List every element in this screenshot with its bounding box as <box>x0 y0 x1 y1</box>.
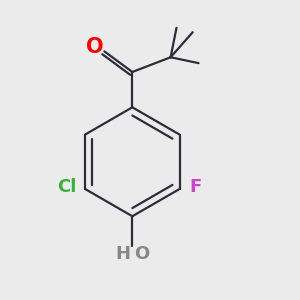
Text: O: O <box>86 37 104 57</box>
Text: H: H <box>116 245 131 263</box>
Text: O: O <box>134 245 149 263</box>
Text: F: F <box>190 178 202 196</box>
Text: Cl: Cl <box>57 178 76 196</box>
